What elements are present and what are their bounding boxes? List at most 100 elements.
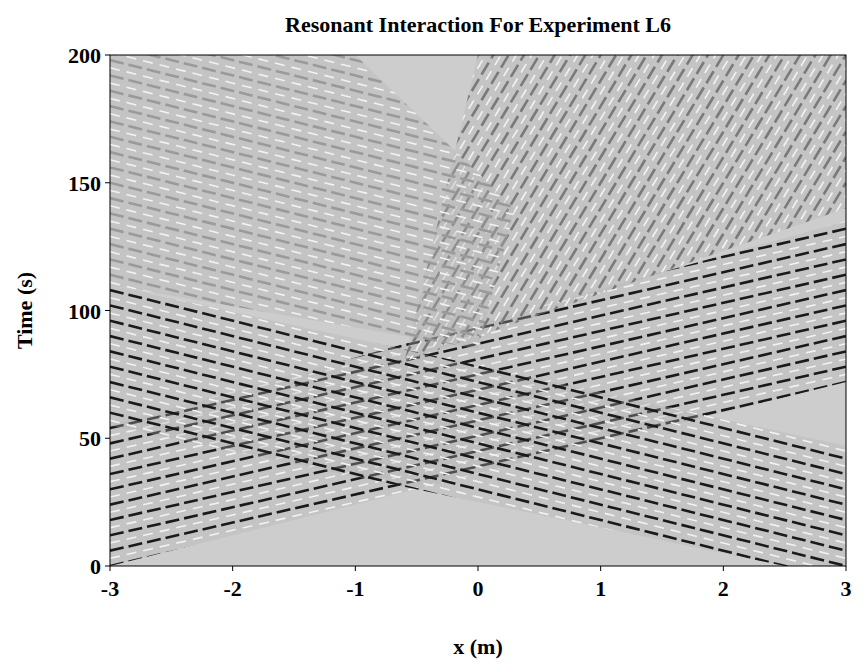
trough-line	[110, 374, 846, 558]
x-tick-label: -2	[224, 576, 242, 601]
trough-line	[110, 451, 846, 566]
crest-line	[110, 55, 846, 489]
crest-line	[110, 413, 846, 566]
crest-line	[110, 55, 846, 362]
trough-line	[110, 55, 846, 502]
crest-line	[110, 55, 846, 121]
crest-line	[110, 55, 846, 91]
x-tick-label: 3	[841, 576, 852, 601]
trough-line	[110, 68, 846, 252]
y-tick-label: 100	[68, 299, 101, 324]
trough-line	[110, 206, 846, 390]
trough-line	[110, 328, 846, 512]
crest-line	[110, 540, 846, 566]
y-tick	[105, 182, 110, 183]
x-tick-label: 2	[718, 576, 729, 601]
crest-group	[110, 55, 846, 566]
crest-line	[110, 55, 846, 413]
chart-root: -3-2-10123050100150200Resonant Interacti…	[0, 0, 866, 672]
crest-line	[110, 121, 846, 305]
trough-line	[110, 298, 846, 482]
crest-line	[110, 152, 846, 336]
x-tick-label: -1	[346, 576, 364, 601]
y-tick	[105, 55, 110, 56]
crest-line	[110, 55, 846, 75]
trough-line	[110, 55, 846, 114]
trough-line	[110, 55, 846, 553]
crest-line	[110, 443, 846, 566]
trough-line	[110, 528, 846, 566]
crest-line	[110, 520, 846, 566]
crest-line	[110, 520, 846, 566]
crest-line	[110, 351, 846, 535]
y-tick-label: 50	[79, 426, 101, 451]
crest-line	[110, 55, 846, 566]
wave-region	[110, 55, 515, 349]
y-tick	[105, 310, 110, 311]
crest-line	[110, 275, 846, 459]
y-tick	[105, 566, 110, 567]
crest-line	[110, 351, 846, 535]
trough-line	[110, 497, 846, 566]
trough-line	[110, 558, 846, 566]
trough-line	[110, 55, 846, 349]
crest-line	[110, 60, 846, 244]
trough-line	[110, 55, 846, 98]
crest-line	[110, 55, 846, 566]
trough-line	[110, 55, 846, 400]
crest-line	[110, 91, 846, 275]
crest-line	[110, 55, 846, 566]
crest-line	[110, 336, 846, 566]
trough-line	[110, 323, 846, 566]
trough-line	[110, 477, 846, 566]
crest-line	[110, 382, 846, 566]
trough-line	[110, 528, 846, 566]
crest-line	[110, 336, 846, 520]
trough-line	[110, 175, 846, 359]
crest-line	[110, 55, 846, 540]
crest-line	[110, 55, 846, 566]
trough-line	[110, 451, 846, 566]
crest-line	[110, 489, 846, 566]
trough-line	[110, 374, 846, 558]
trough-line	[110, 390, 846, 566]
crest-line	[110, 106, 846, 290]
crest-line	[110, 321, 846, 505]
x-tick-label: 1	[595, 576, 606, 601]
crest-line	[110, 55, 846, 183]
trough-line	[110, 420, 846, 566]
trough-line	[110, 328, 846, 512]
trough-line	[110, 55, 846, 566]
x-tick	[110, 566, 111, 571]
trough-line	[110, 129, 846, 313]
crest-line	[110, 137, 846, 321]
trough-line	[110, 390, 846, 566]
trough-line	[110, 55, 846, 566]
crest-line	[110, 551, 846, 566]
crest-line	[110, 505, 846, 566]
trough-line	[110, 55, 846, 129]
crest-line	[110, 474, 846, 566]
trough-line	[110, 55, 846, 566]
x-tick	[600, 566, 601, 571]
crest-line	[110, 443, 846, 566]
trough-line	[110, 55, 846, 566]
plot-frame	[110, 55, 846, 566]
trough-line	[110, 55, 846, 83]
crest-line	[110, 489, 846, 566]
trough-line	[110, 359, 846, 543]
trough-line	[110, 400, 846, 566]
trough-line	[110, 98, 846, 282]
crest-line	[110, 362, 846, 566]
x-tick	[355, 566, 356, 571]
crest-line	[110, 305, 846, 489]
trough-line	[110, 502, 846, 566]
crest-line	[110, 55, 846, 438]
trough-line	[110, 55, 846, 68]
crest-line	[110, 55, 846, 60]
trough-line	[110, 55, 846, 528]
crest-group	[110, 55, 846, 566]
crest-line	[110, 55, 846, 152]
crest-line	[110, 75, 846, 259]
crest-line	[110, 336, 846, 520]
